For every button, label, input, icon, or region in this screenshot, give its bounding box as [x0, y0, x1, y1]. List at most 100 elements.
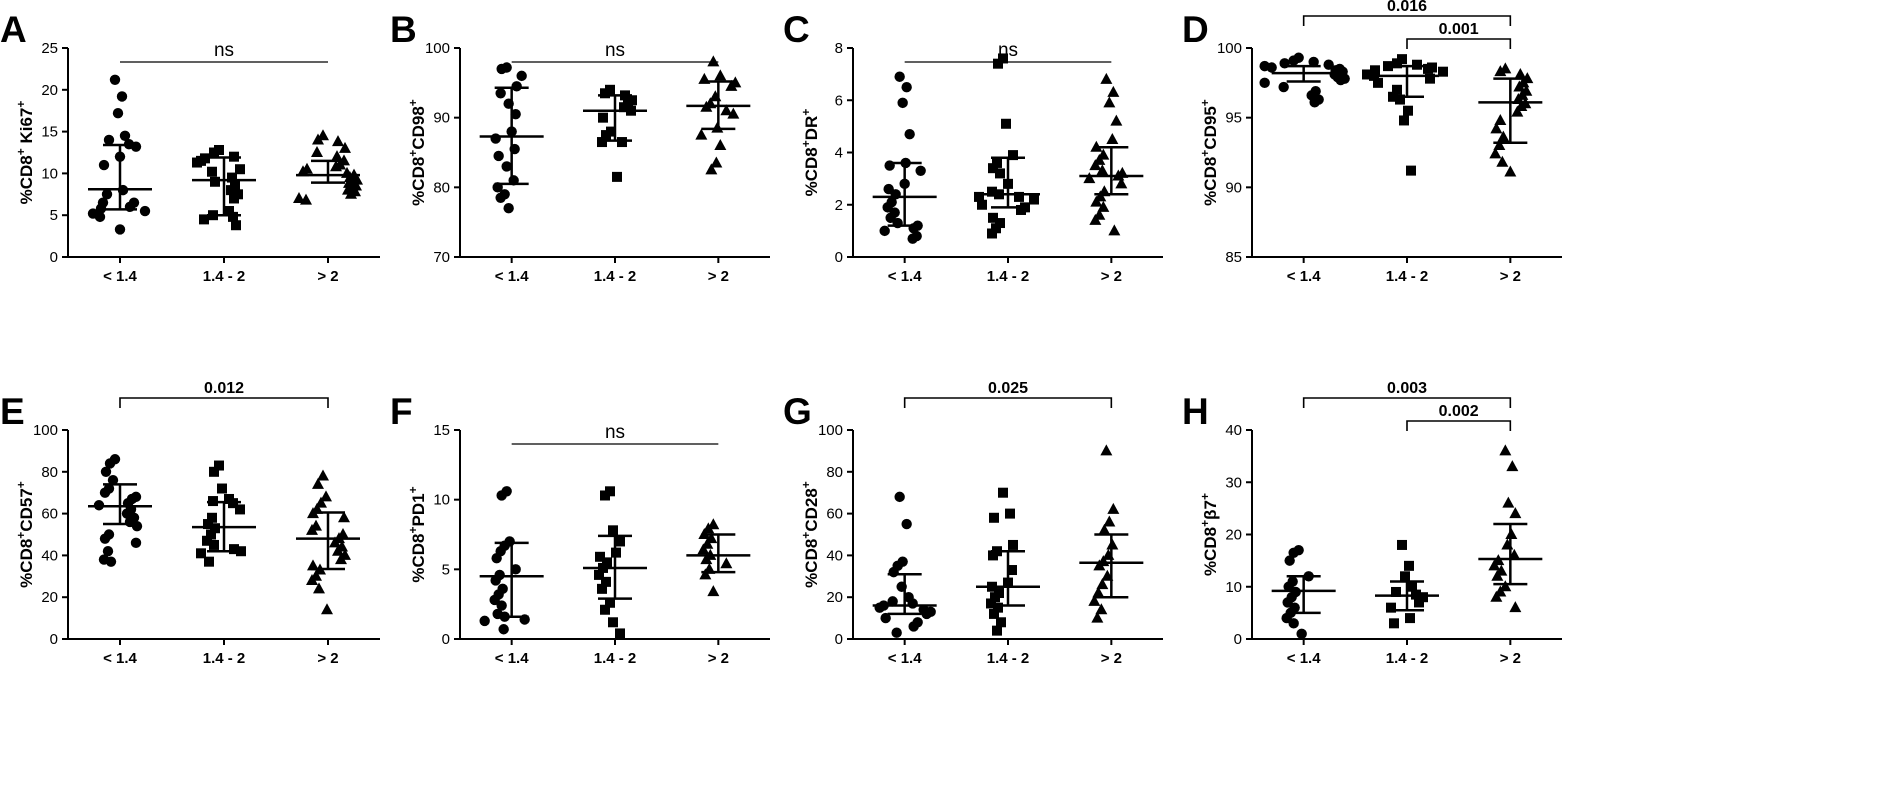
- data-point-circle: [904, 129, 915, 140]
- significance-bracket: [119, 397, 329, 408]
- x-tick-label: 1.4 - 2: [203, 268, 246, 285]
- data-point-square: [1362, 69, 1372, 80]
- series--1-4: [872, 491, 937, 638]
- y-axis-label: %CD8+β7+: [1198, 493, 1220, 576]
- y-tick-label: 5: [50, 207, 58, 224]
- data-point-triangle: [1108, 224, 1121, 236]
- data-point-triangle: [1103, 515, 1116, 527]
- data-point-triangle: [293, 191, 305, 203]
- panel-letter: C: [783, 9, 810, 50]
- data-point-circle: [908, 621, 919, 632]
- series-1-4-2: [976, 487, 1040, 636]
- data-point-triangle: [297, 165, 309, 177]
- significance-bracket: [903, 397, 1113, 408]
- data-point-circle: [498, 624, 509, 635]
- data-point-triangle: [1110, 114, 1123, 126]
- y-tick-label: 70: [433, 249, 450, 266]
- y-tick-label: 100: [818, 422, 843, 439]
- data-point-circle: [99, 533, 111, 544]
- data-point-triangle: [1497, 130, 1510, 142]
- data-point-square: [1392, 58, 1402, 69]
- data-point-square: [996, 617, 1006, 628]
- data-point-square: [214, 460, 224, 471]
- data-point-square: [974, 191, 984, 202]
- significance-label: ns: [214, 40, 234, 61]
- y-tick-label: 80: [826, 464, 843, 481]
- data-point-triangle: [338, 511, 350, 523]
- data-point-square: [615, 628, 625, 639]
- x-tick-label: < 1.4: [495, 268, 529, 285]
- data-point-circle: [501, 161, 512, 172]
- panel-g: G 0 20 40 60 80 100 < 1.4 1.4 - 2 > 2 %CD8+CD28+ 0.…: [783, 380, 1163, 667]
- y-axis-label: %CD8+CD98+: [406, 99, 428, 206]
- data-point-square: [608, 617, 618, 628]
- y-tick-label: 0: [1234, 631, 1242, 648]
- series-1-4-2: [583, 486, 647, 639]
- data-point-circle: [516, 70, 527, 82]
- y-tick-label: 0: [442, 631, 450, 648]
- data-point-square: [202, 535, 212, 546]
- data-point-square: [615, 536, 625, 547]
- data-point-circle: [489, 594, 500, 606]
- data-point-circle: [114, 224, 126, 235]
- y-tick-label: 40: [41, 547, 58, 564]
- y-tick-label: 20: [41, 82, 58, 99]
- data-point-circle: [107, 474, 119, 486]
- data-point-circle: [1335, 74, 1346, 86]
- series-1-4-2: [192, 460, 256, 567]
- data-point-square: [1438, 66, 1448, 77]
- data-point-triangle: [1514, 67, 1527, 79]
- data-point-square: [1389, 618, 1399, 629]
- data-point-circle: [100, 466, 112, 477]
- data-point-triangle: [707, 585, 720, 597]
- data-point-square: [1391, 586, 1401, 597]
- data-point-circle: [874, 602, 885, 613]
- data-point-triangle: [725, 79, 738, 91]
- data-point-triangle: [1089, 213, 1102, 225]
- y-axis-label: %CD8+CD95+: [1198, 99, 1220, 206]
- y-tick-label: 15: [41, 124, 58, 141]
- data-point-triangle: [345, 187, 357, 199]
- x-tick-label: 1.4 - 2: [1386, 650, 1429, 667]
- data-point-triangle: [1499, 580, 1512, 592]
- data-point-square: [1008, 150, 1018, 161]
- series-1-4-2: [1375, 539, 1439, 629]
- data-point-triangle: [1494, 65, 1507, 77]
- x-tick-label: > 2: [317, 650, 338, 667]
- data-point-square: [235, 504, 245, 515]
- data-point-triangle: [720, 104, 733, 116]
- x-tick-label: > 2: [1101, 268, 1122, 285]
- y-tick-label: 20: [41, 589, 58, 606]
- data-point-square: [988, 163, 998, 174]
- series--2: [686, 518, 751, 597]
- x-tick-label: > 2: [708, 268, 729, 285]
- data-point-square: [207, 166, 217, 177]
- data-point-triangle: [710, 156, 723, 168]
- data-point-square: [986, 598, 996, 609]
- data-point-triangle: [1502, 496, 1515, 508]
- data-point-triangle: [312, 477, 324, 489]
- data-point-triangle: [1100, 72, 1113, 84]
- data-point-circle: [479, 615, 490, 627]
- y-tick-label: 40: [1225, 422, 1242, 439]
- data-point-square: [989, 512, 999, 523]
- data-point-square: [601, 576, 611, 587]
- series--2: [1478, 62, 1543, 177]
- data-point-circle: [897, 97, 908, 109]
- data-point-circle: [907, 598, 918, 609]
- data-point-triangle: [720, 557, 733, 569]
- y-tick-label: 90: [1225, 179, 1242, 196]
- data-point-circle: [490, 133, 501, 144]
- data-point-triangle: [1490, 590, 1503, 602]
- significance-label: 0.003: [1387, 380, 1427, 397]
- data-point-square: [1397, 539, 1407, 550]
- panel-e: E 0 20 40 60 80 100 < 1.4 1.4 - 2 > 2 %CD8+CD57+ 0.…: [0, 380, 380, 667]
- data-point-circle: [907, 233, 918, 244]
- data-point-square: [992, 625, 1002, 636]
- data-point-square: [1014, 191, 1024, 202]
- data-point-square: [1016, 204, 1026, 215]
- data-point-triangle: [1089, 159, 1102, 171]
- data-point-circle: [491, 552, 502, 564]
- x-tick-label: < 1.4: [1287, 268, 1321, 285]
- data-point-square: [988, 550, 998, 561]
